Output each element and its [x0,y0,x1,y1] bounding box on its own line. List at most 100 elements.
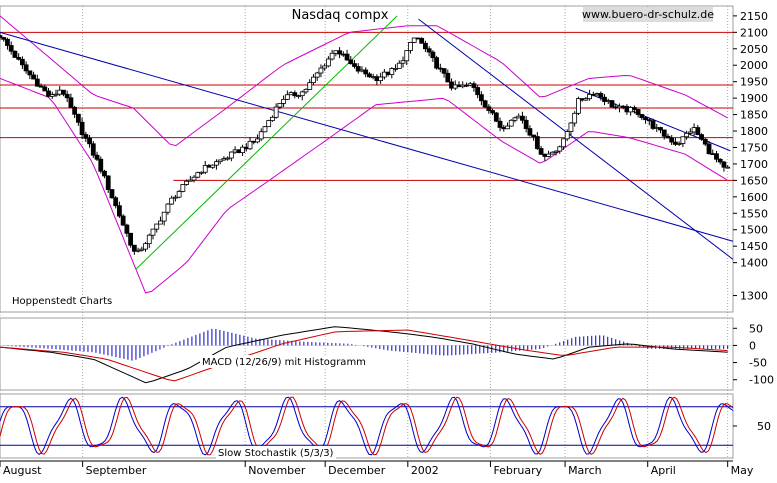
candle-body [505,125,510,130]
candle-body [684,132,690,138]
candle-body [299,91,305,97]
candle-body [240,146,245,154]
candle-body [725,166,731,169]
candle-body [158,220,163,225]
candle-body [695,127,701,135]
candle-body [64,93,70,99]
x-tick-label: August [3,464,42,477]
candle-body [161,211,167,222]
candle-body [94,154,100,160]
candle-body [587,93,592,100]
stoch-y-tick-label: 50 [757,420,771,433]
candle-body [352,63,357,67]
candle-body [508,119,514,127]
candle-body [8,45,14,52]
x-tick-label: September [86,464,147,477]
macd-y-tick-label: -100 [749,374,774,387]
candle-body [538,148,544,155]
stoch-layer [0,396,734,456]
stoch-label-bg [216,446,336,459]
candle-body [445,72,451,83]
price-y-tick-label: 2000 [740,59,768,72]
candle-body [109,189,115,199]
candle-body [557,146,563,152]
candle-body [497,120,503,128]
candle-body [228,151,234,159]
candle-body [90,143,96,156]
candle-body [367,73,372,78]
candle-body [210,164,216,168]
candle-body [292,92,298,97]
candle-body [247,140,253,150]
candle-body [534,136,540,149]
candle-body [176,191,182,198]
macd-signal-line [0,329,728,382]
candle-body [325,58,331,67]
candle-body [408,42,413,51]
candle-body [314,72,320,78]
candle-body [1,37,7,40]
candle-body [34,78,40,87]
x-tick-label: May [731,464,754,477]
candle-body [635,109,641,115]
candle-body [527,128,533,136]
candle-body [676,143,682,145]
candle-body [266,120,272,128]
candle-body [150,228,156,236]
candle-body [273,106,279,118]
candle-body [131,244,137,252]
candle-body [169,197,175,205]
candle-body [172,196,178,199]
price-y-tick-label: 2100 [740,26,768,39]
candle-body [87,137,92,145]
candle-layer [0,32,731,255]
x-tick-label: December [328,464,386,477]
candle-body [143,243,148,250]
candle-body [411,37,417,43]
candle-body [329,52,335,60]
candle-body [576,98,581,114]
bollinger-upper-band [0,15,728,147]
candle-body [568,122,574,132]
price-panel-frame [0,5,734,313]
candle-body [61,89,66,95]
x-tick-label: April [651,464,676,477]
price-y-tick-label: 1950 [740,76,768,89]
candle-body [643,117,648,121]
candle-body [583,98,589,101]
candle-body [117,205,122,217]
candle-body [531,134,537,137]
bollinger-lower-band [0,77,728,294]
price-y-tick-label: 1600 [740,191,768,204]
candle-body [572,112,578,124]
price-y-tick-label: 2150 [740,10,768,23]
price-y-tick-label: 1500 [740,224,768,237]
candle-body [471,83,477,88]
candle-body [344,53,350,61]
candle-body [650,120,656,129]
candle-body [191,176,197,181]
candle-body [490,110,495,114]
macd-layer [0,326,733,384]
macd-label-bg [200,355,350,368]
candle-body [139,248,145,251]
downtrend-line [418,18,734,260]
candle-body [12,50,18,58]
candle-body [277,102,283,108]
candle-body [318,67,324,74]
candle-body [128,232,134,246]
macd-label: MACD (12/26/9) mit Histogramm [202,357,366,368]
candle-body [303,89,309,93]
macd-line [0,326,728,384]
stoch-d-line [0,396,734,456]
candle-body [419,38,425,44]
price-y-tick-label: 1450 [740,240,768,253]
price-y-tick-label: 1900 [740,92,768,105]
candle-body [430,51,436,59]
candle-body [180,184,186,192]
candle-body [423,42,428,50]
candle-body [393,67,398,70]
macd-y-tick-label: 0 [749,339,756,352]
